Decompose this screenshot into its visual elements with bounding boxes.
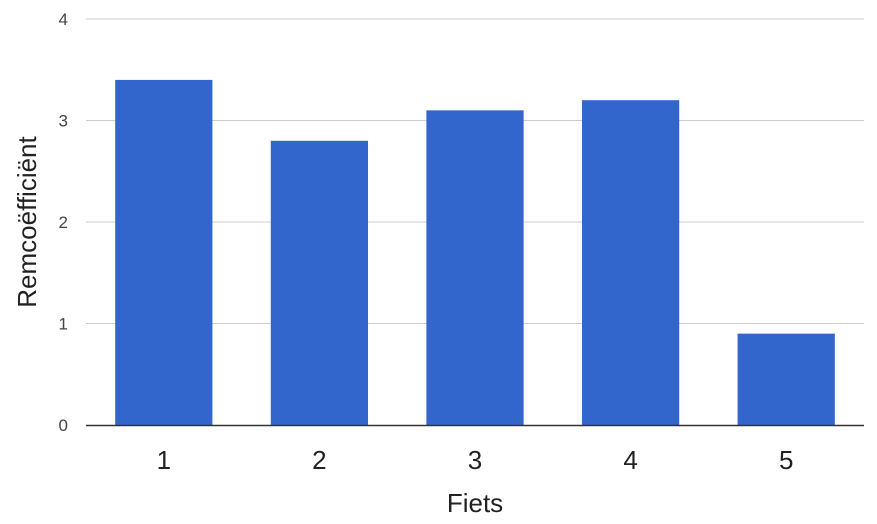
bar-5 bbox=[737, 333, 835, 425]
y-tick-label: 0 bbox=[59, 416, 68, 435]
y-tick-labels: 0 1 2 3 4 bbox=[59, 10, 68, 435]
y-tick-label: 4 bbox=[59, 10, 68, 29]
x-tick-label: 4 bbox=[623, 445, 637, 475]
bar-2 bbox=[270, 140, 369, 426]
bar-3 bbox=[426, 110, 524, 425]
y-axis-title: Remcoëfficiënt bbox=[12, 135, 42, 307]
y-tick-label: 3 bbox=[59, 112, 68, 131]
y-tick-label: 1 bbox=[59, 315, 68, 334]
x-tick-label: 5 bbox=[779, 445, 793, 475]
x-tick-label: 3 bbox=[468, 445, 482, 475]
bar-4 bbox=[581, 100, 680, 425]
y-tick-label: 2 bbox=[59, 213, 68, 232]
bar-1 bbox=[115, 79, 213, 426]
x-tick-labels: 1 2 3 4 5 bbox=[157, 445, 794, 475]
x-axis-title: Fiets bbox=[447, 488, 503, 518]
x-tick-label: 2 bbox=[312, 445, 326, 475]
x-tick-label: 1 bbox=[157, 445, 171, 475]
bars bbox=[115, 79, 835, 426]
